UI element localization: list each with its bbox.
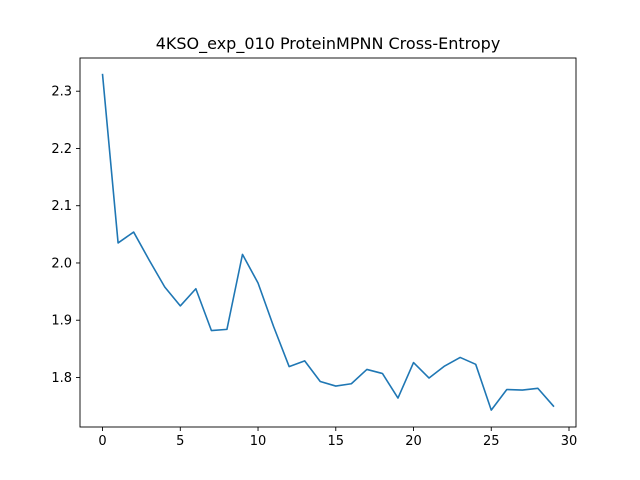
axes-frame (79, 57, 577, 428)
x-tick-label: 15 (328, 434, 345, 449)
y-tick-label: 2.0 (51, 256, 72, 271)
y-tick-label: 1.8 (51, 371, 72, 386)
plot-area: 0 5 10 15 20 25 30 1.8 1.9 2.0 2.1 2.2 2.3 (51, 57, 578, 449)
x-tick-label: 30 (561, 434, 578, 449)
y-tick-label: 1.9 (51, 314, 72, 329)
y-tick-label: 2.2 (51, 142, 72, 157)
chart-title: 4KSO_exp_010 ProteinMPNN Cross-Entropy (156, 34, 501, 54)
x-tick-label: 10 (250, 434, 267, 449)
x-tick-label: 5 (176, 434, 184, 449)
x-tick-label: 20 (405, 434, 422, 449)
y-tick-label: 2.1 (51, 199, 72, 214)
x-tick-label: 25 (483, 434, 500, 449)
y-tick-label: 2.3 (51, 85, 72, 100)
series-line (101, 73, 555, 411)
x-tick-label: 0 (98, 434, 106, 449)
